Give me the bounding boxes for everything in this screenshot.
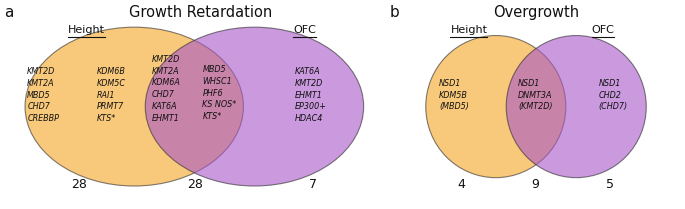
Text: Growth Retardation: Growth Retardation xyxy=(129,5,272,20)
Text: 28: 28 xyxy=(188,178,203,191)
Text: OFC: OFC xyxy=(592,25,614,35)
Text: KAT6A
KMT2D
EHMT1
EP300+
HDAC4: KAT6A KMT2D EHMT1 EP300+ HDAC4 xyxy=(295,67,327,123)
Text: 7: 7 xyxy=(310,178,317,191)
Text: Height: Height xyxy=(68,25,105,35)
Text: KMT2D
KMT2A
MBD5
CHD7
CREBBP: KMT2D KMT2A MBD5 CHD7 CREBBP xyxy=(27,67,60,123)
Text: KMT2D
KMT2A
KDM6A
CHD7
KAT6A
EHMT1: KMT2D KMT2A KDM6A CHD7 KAT6A EHMT1 xyxy=(152,55,181,123)
Text: 5: 5 xyxy=(606,178,614,191)
Text: b: b xyxy=(390,5,400,20)
Ellipse shape xyxy=(426,36,566,178)
Ellipse shape xyxy=(145,27,364,186)
Text: NSD1
KDM5B
(MBD5): NSD1 KDM5B (MBD5) xyxy=(439,79,469,111)
Text: NSD1
CHD2
(CHD7): NSD1 CHD2 (CHD7) xyxy=(598,79,627,111)
Text: Overgrowth: Overgrowth xyxy=(493,5,579,20)
Text: 28: 28 xyxy=(71,178,87,191)
Text: NSD1
DNMT3A
(KMT2D): NSD1 DNMT3A (KMT2D) xyxy=(518,79,553,111)
Text: a: a xyxy=(4,5,14,20)
Ellipse shape xyxy=(25,27,243,186)
Ellipse shape xyxy=(506,36,646,178)
Text: 9: 9 xyxy=(532,178,539,191)
Text: Height: Height xyxy=(451,25,488,35)
Text: KDM6B
KDM5C
RAI1
PRMT7
KTS*: KDM6B KDM5C RAI1 PRMT7 KTS* xyxy=(97,67,126,123)
Text: OFC: OFC xyxy=(293,25,316,35)
Text: 4: 4 xyxy=(457,178,465,191)
Text: MBD5
WHSC1
PHF6
KS NOS*
KTS*: MBD5 WHSC1 PHF6 KS NOS* KTS* xyxy=(203,65,237,121)
